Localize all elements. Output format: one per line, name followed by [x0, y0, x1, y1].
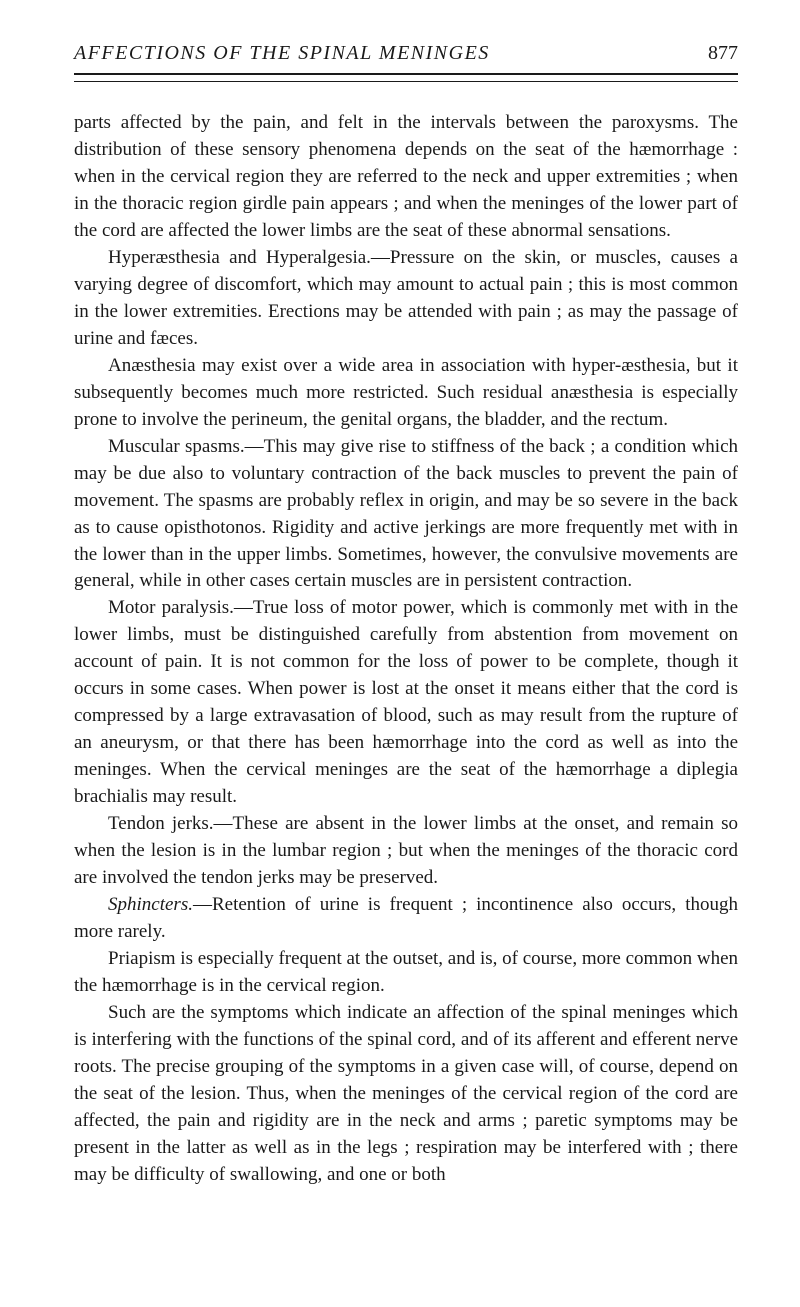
paragraph: parts affected by the pain, and felt in …: [74, 110, 738, 245]
header-title: AFFECTIONS OF THE SPINAL MENINGES: [74, 42, 490, 65]
paragraph: Hyperæsthesia and Hyperalgesia.—Pressure…: [74, 245, 738, 353]
paragraph: Such are the symptoms which indicate an …: [74, 1000, 738, 1189]
page-number: 877: [708, 42, 738, 65]
page-header: AFFECTIONS OF THE SPINAL MENINGES 877: [74, 42, 738, 75]
paragraph: Anæsthesia may exist over a wide area in…: [74, 353, 738, 434]
paragraph: Tendon jerks.—These are absent in the lo…: [74, 811, 738, 892]
paragraph: Priapism is especially frequent at the o…: [74, 946, 738, 1000]
sphincters-label: Sphincters.: [108, 894, 193, 915]
paragraph: Motor paralysis.—True loss of motor powe…: [74, 595, 738, 811]
header-divider: [74, 81, 738, 82]
paragraph-sphincters: Sphincters.—Retention of urine is freque…: [74, 892, 738, 946]
body-text: parts affected by the pain, and felt in …: [74, 110, 738, 1189]
paragraph: Muscular spasms.—This may give rise to s…: [74, 434, 738, 596]
